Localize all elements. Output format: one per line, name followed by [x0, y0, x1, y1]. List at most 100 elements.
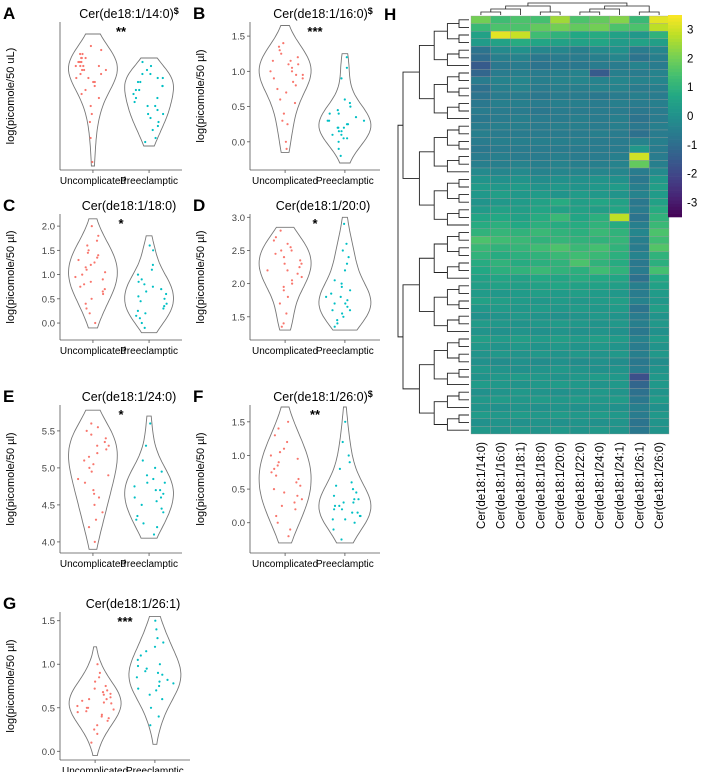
- data-point: [160, 470, 163, 473]
- heatmap-cell: [609, 426, 630, 435]
- heatmap-cell: [589, 251, 610, 260]
- data-point: [280, 249, 283, 252]
- data-point: [282, 112, 285, 115]
- heatmap-cell: [589, 53, 610, 62]
- dendrogram-branch: [446, 235, 459, 253]
- heatmap-cell: [470, 221, 491, 229]
- heatmap-cell: [589, 259, 610, 267]
- data-point: [76, 711, 79, 714]
- heatmap-cell: [470, 167, 491, 176]
- data-point: [154, 489, 157, 492]
- data-point: [276, 87, 279, 91]
- heatmap-cell: [609, 251, 630, 260]
- heatmap-cell: [510, 228, 531, 237]
- dendrogram-branch: [458, 232, 469, 241]
- dendrogram-branch: [458, 19, 469, 28]
- heatmap-cell: [550, 99, 571, 108]
- heatmap-cell: [589, 69, 610, 77]
- data-point: [341, 440, 344, 444]
- heatmap-cell: [649, 236, 670, 245]
- data-point: [86, 244, 89, 247]
- heatmap-cell: [589, 373, 610, 381]
- heatmap-cell: [550, 69, 571, 77]
- dendrogram-branch: [458, 72, 469, 82]
- heatmap-cell: [589, 167, 610, 176]
- colorbar-segment: [668, 149, 682, 154]
- heatmap-cell: [629, 281, 650, 290]
- heatmap-cell: [589, 175, 610, 184]
- heatmap-cell: [530, 373, 551, 381]
- data-point: [143, 283, 146, 286]
- heatmap-cell: [510, 152, 531, 161]
- heatmap-cell: [510, 183, 531, 191]
- data-point: [353, 498, 356, 501]
- heatmap-cell: [569, 175, 590, 184]
- data-point: [93, 80, 96, 84]
- heatmap-cell: [530, 53, 551, 62]
- heatmap-cell: [629, 289, 650, 298]
- heatmap-cell: [550, 297, 571, 305]
- heatmap-cell: [550, 395, 571, 404]
- heatmap-cell: [530, 69, 551, 77]
- heatmap-cell: [490, 145, 511, 153]
- heatmap-cell: [609, 357, 630, 366]
- data-point: [136, 80, 140, 84]
- heatmap-cell: [569, 167, 590, 176]
- heatmap-cell: [629, 380, 650, 389]
- heatmap-cell: [609, 327, 630, 336]
- heatmap-cell: [470, 418, 491, 427]
- heatmap-cell: [530, 395, 551, 404]
- heatmap-cell: [569, 205, 590, 214]
- heatmap-cell: [649, 129, 670, 138]
- y-tick-label: 1.0: [232, 67, 245, 78]
- heatmap-cell: [490, 99, 511, 108]
- data-point: [340, 508, 344, 511]
- data-point: [140, 503, 143, 506]
- y-axis-label: log(picomole/50 µl): [195, 432, 207, 525]
- heatmap-cell: [510, 403, 531, 412]
- heatmap-cell: [629, 84, 650, 93]
- colorbar-segment: [668, 156, 682, 161]
- data-point: [162, 511, 165, 514]
- data-point: [286, 123, 289, 126]
- data-point: [110, 702, 113, 705]
- x-tick-label: Uncomplicated: [252, 346, 318, 357]
- y-tick-label: 1.0: [42, 660, 55, 671]
- heatmap-cell: [510, 122, 531, 131]
- violin-outline: [318, 406, 372, 544]
- heatmap-cell: [629, 129, 650, 138]
- heatmap-cell: [530, 289, 551, 298]
- heatmap-cell: [569, 236, 590, 245]
- heatmap-cell: [510, 319, 531, 328]
- data-point: [138, 317, 141, 320]
- heatmap-cell: [550, 145, 571, 153]
- heatmap-cell: [470, 23, 491, 32]
- colorbar-segment: [668, 116, 682, 120]
- heatmap-cell: [589, 365, 610, 374]
- data-point: [353, 521, 356, 524]
- data-point: [157, 715, 160, 718]
- data-point: [340, 77, 343, 80]
- data-point: [93, 728, 96, 731]
- heatmap-cell: [510, 327, 531, 336]
- heatmap-cell: [470, 350, 491, 359]
- heatmap-cell: [589, 61, 610, 70]
- data-point: [351, 488, 355, 491]
- data-point: [84, 88, 87, 92]
- heatmap-cell: [589, 107, 610, 115]
- violin-outline: [124, 235, 174, 334]
- heatmap-cell: [550, 114, 571, 123]
- data-point: [137, 687, 140, 690]
- heatmap-cell: [510, 213, 531, 222]
- y-tick-label: 1.5: [232, 312, 245, 323]
- heatmap-cell: [510, 145, 531, 153]
- data-point: [90, 741, 93, 744]
- data-point: [295, 481, 298, 484]
- heatmap-cell: [510, 84, 531, 93]
- heatmap-cell: [490, 426, 511, 435]
- data-point: [139, 80, 142, 84]
- significance-marker: *: [312, 216, 318, 231]
- data-point: [294, 508, 297, 511]
- data-point: [275, 474, 278, 477]
- data-point: [144, 140, 147, 144]
